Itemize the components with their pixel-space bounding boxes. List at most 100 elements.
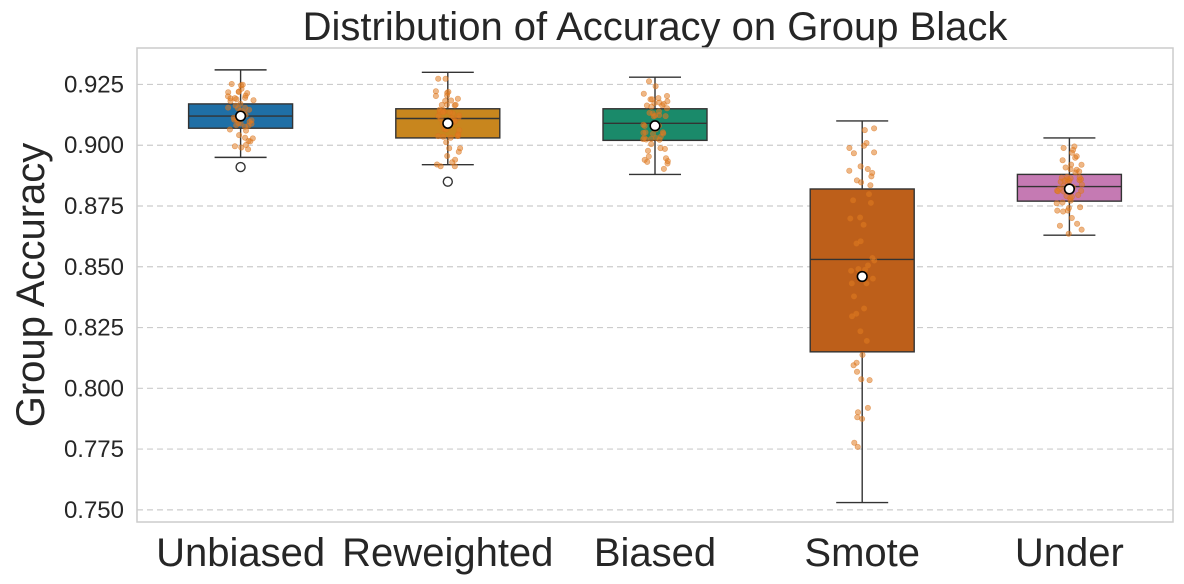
jitter-point	[846, 145, 853, 152]
jitter-point	[1059, 199, 1066, 206]
jitter-point	[249, 135, 256, 142]
jitter-point	[444, 92, 451, 99]
jitter-point	[850, 150, 857, 157]
jitter-point	[652, 83, 659, 90]
jitter-point	[868, 173, 875, 180]
jitter-point	[1055, 188, 1062, 195]
mean-marker	[1063, 183, 1075, 195]
jitter-point	[444, 153, 451, 160]
jitter-point	[853, 240, 860, 247]
x-tick-label: Biased	[594, 531, 716, 575]
jitter-point	[853, 368, 860, 375]
jitter-point	[1065, 230, 1072, 237]
y-tick-label: 0.850	[64, 254, 124, 281]
jitter-point	[857, 214, 864, 221]
jitter-point	[861, 305, 868, 312]
jitter-point	[663, 93, 670, 100]
jitter-point	[1076, 174, 1083, 181]
jitter-point	[1053, 200, 1060, 207]
jitter-point	[850, 293, 857, 300]
jitter-point	[865, 191, 872, 198]
jitter-point	[848, 267, 855, 274]
jitter-point	[645, 78, 652, 85]
jitter-point	[1077, 204, 1084, 211]
jitter-point	[447, 134, 454, 141]
jitter-point	[457, 145, 464, 152]
jitter-point	[864, 262, 871, 269]
chart-title: Distribution of Accuracy on Group Black	[303, 5, 1009, 49]
outlier-point	[235, 161, 246, 173]
mean-markers-layer	[235, 110, 1075, 283]
jitter-point	[443, 101, 450, 108]
tick-labels-layer: 0.750 0.775 0.800 0.825 0.850 0.875 0.900 0.925…	[64, 71, 1124, 575]
jitter-point	[226, 126, 233, 133]
jitter-point	[432, 93, 439, 100]
mean-marker	[856, 270, 868, 283]
jitter-point	[446, 109, 453, 116]
y-tick-label: 0.825	[64, 315, 124, 342]
jitter-point	[853, 310, 860, 317]
jitter-point	[443, 139, 450, 146]
jitter-point	[454, 95, 461, 102]
jitter-point	[640, 136, 647, 143]
plot-frame	[136, 47, 1174, 523]
jitter-point	[860, 221, 867, 228]
jitter-point	[861, 127, 868, 134]
jitter-point	[648, 135, 655, 142]
x-tick-label: Under	[1015, 531, 1124, 575]
jitter-points-layer	[225, 75, 1085, 450]
jitter-point	[225, 93, 232, 100]
jitter-point	[863, 337, 870, 344]
jitter-point	[446, 145, 453, 152]
jitter-point	[236, 132, 243, 139]
jitter-point	[1078, 161, 1085, 168]
jitter-point	[864, 404, 871, 411]
jitter-point	[867, 182, 874, 189]
jitter-point	[435, 133, 442, 140]
mean-marker	[649, 120, 661, 132]
jitter-point	[854, 409, 861, 416]
jitter-point	[854, 443, 861, 450]
jitter-point	[1078, 187, 1085, 194]
jitter-point	[1069, 149, 1076, 156]
jitter-point	[233, 122, 240, 129]
x-tick-label: Unbiased	[156, 531, 325, 575]
jitter-point	[855, 265, 862, 272]
jitter-point	[455, 114, 462, 121]
jitter-point	[440, 133, 447, 140]
jitter-point	[238, 144, 245, 151]
jitter-point	[867, 199, 874, 206]
jitter-point	[851, 439, 858, 446]
jitter-point	[663, 105, 670, 112]
jitter-point	[433, 161, 440, 168]
jitter-point	[246, 106, 253, 113]
jitter-point	[648, 103, 655, 110]
jitter-point	[655, 108, 662, 115]
jitter-point	[1075, 192, 1082, 199]
jitter-point	[863, 280, 870, 287]
jitter-point	[232, 102, 239, 109]
jitter-point	[858, 376, 865, 383]
jitter-point	[857, 328, 864, 335]
y-tick-label: 0.875	[64, 193, 124, 220]
jitter-point	[864, 166, 871, 173]
jitter-point	[655, 95, 662, 102]
jitter-point	[1056, 222, 1063, 229]
jitter-point	[1068, 193, 1075, 200]
jitter-point	[449, 159, 456, 166]
mean-marker	[235, 110, 247, 122]
y-tick-label: 0.900	[64, 132, 124, 159]
jitter-point	[866, 377, 873, 384]
mean-marker	[442, 117, 454, 129]
jitter-point	[640, 121, 647, 128]
jitter-point	[650, 113, 657, 120]
jitter-point	[853, 359, 860, 366]
jitter-point	[455, 131, 462, 138]
jitter-point	[869, 275, 876, 282]
jitter-point	[1068, 161, 1075, 168]
jitter-point	[859, 415, 866, 422]
jitter-point	[228, 81, 235, 88]
jitter-point	[660, 130, 667, 137]
jitter-point	[642, 129, 649, 136]
jitter-point	[1054, 207, 1061, 214]
